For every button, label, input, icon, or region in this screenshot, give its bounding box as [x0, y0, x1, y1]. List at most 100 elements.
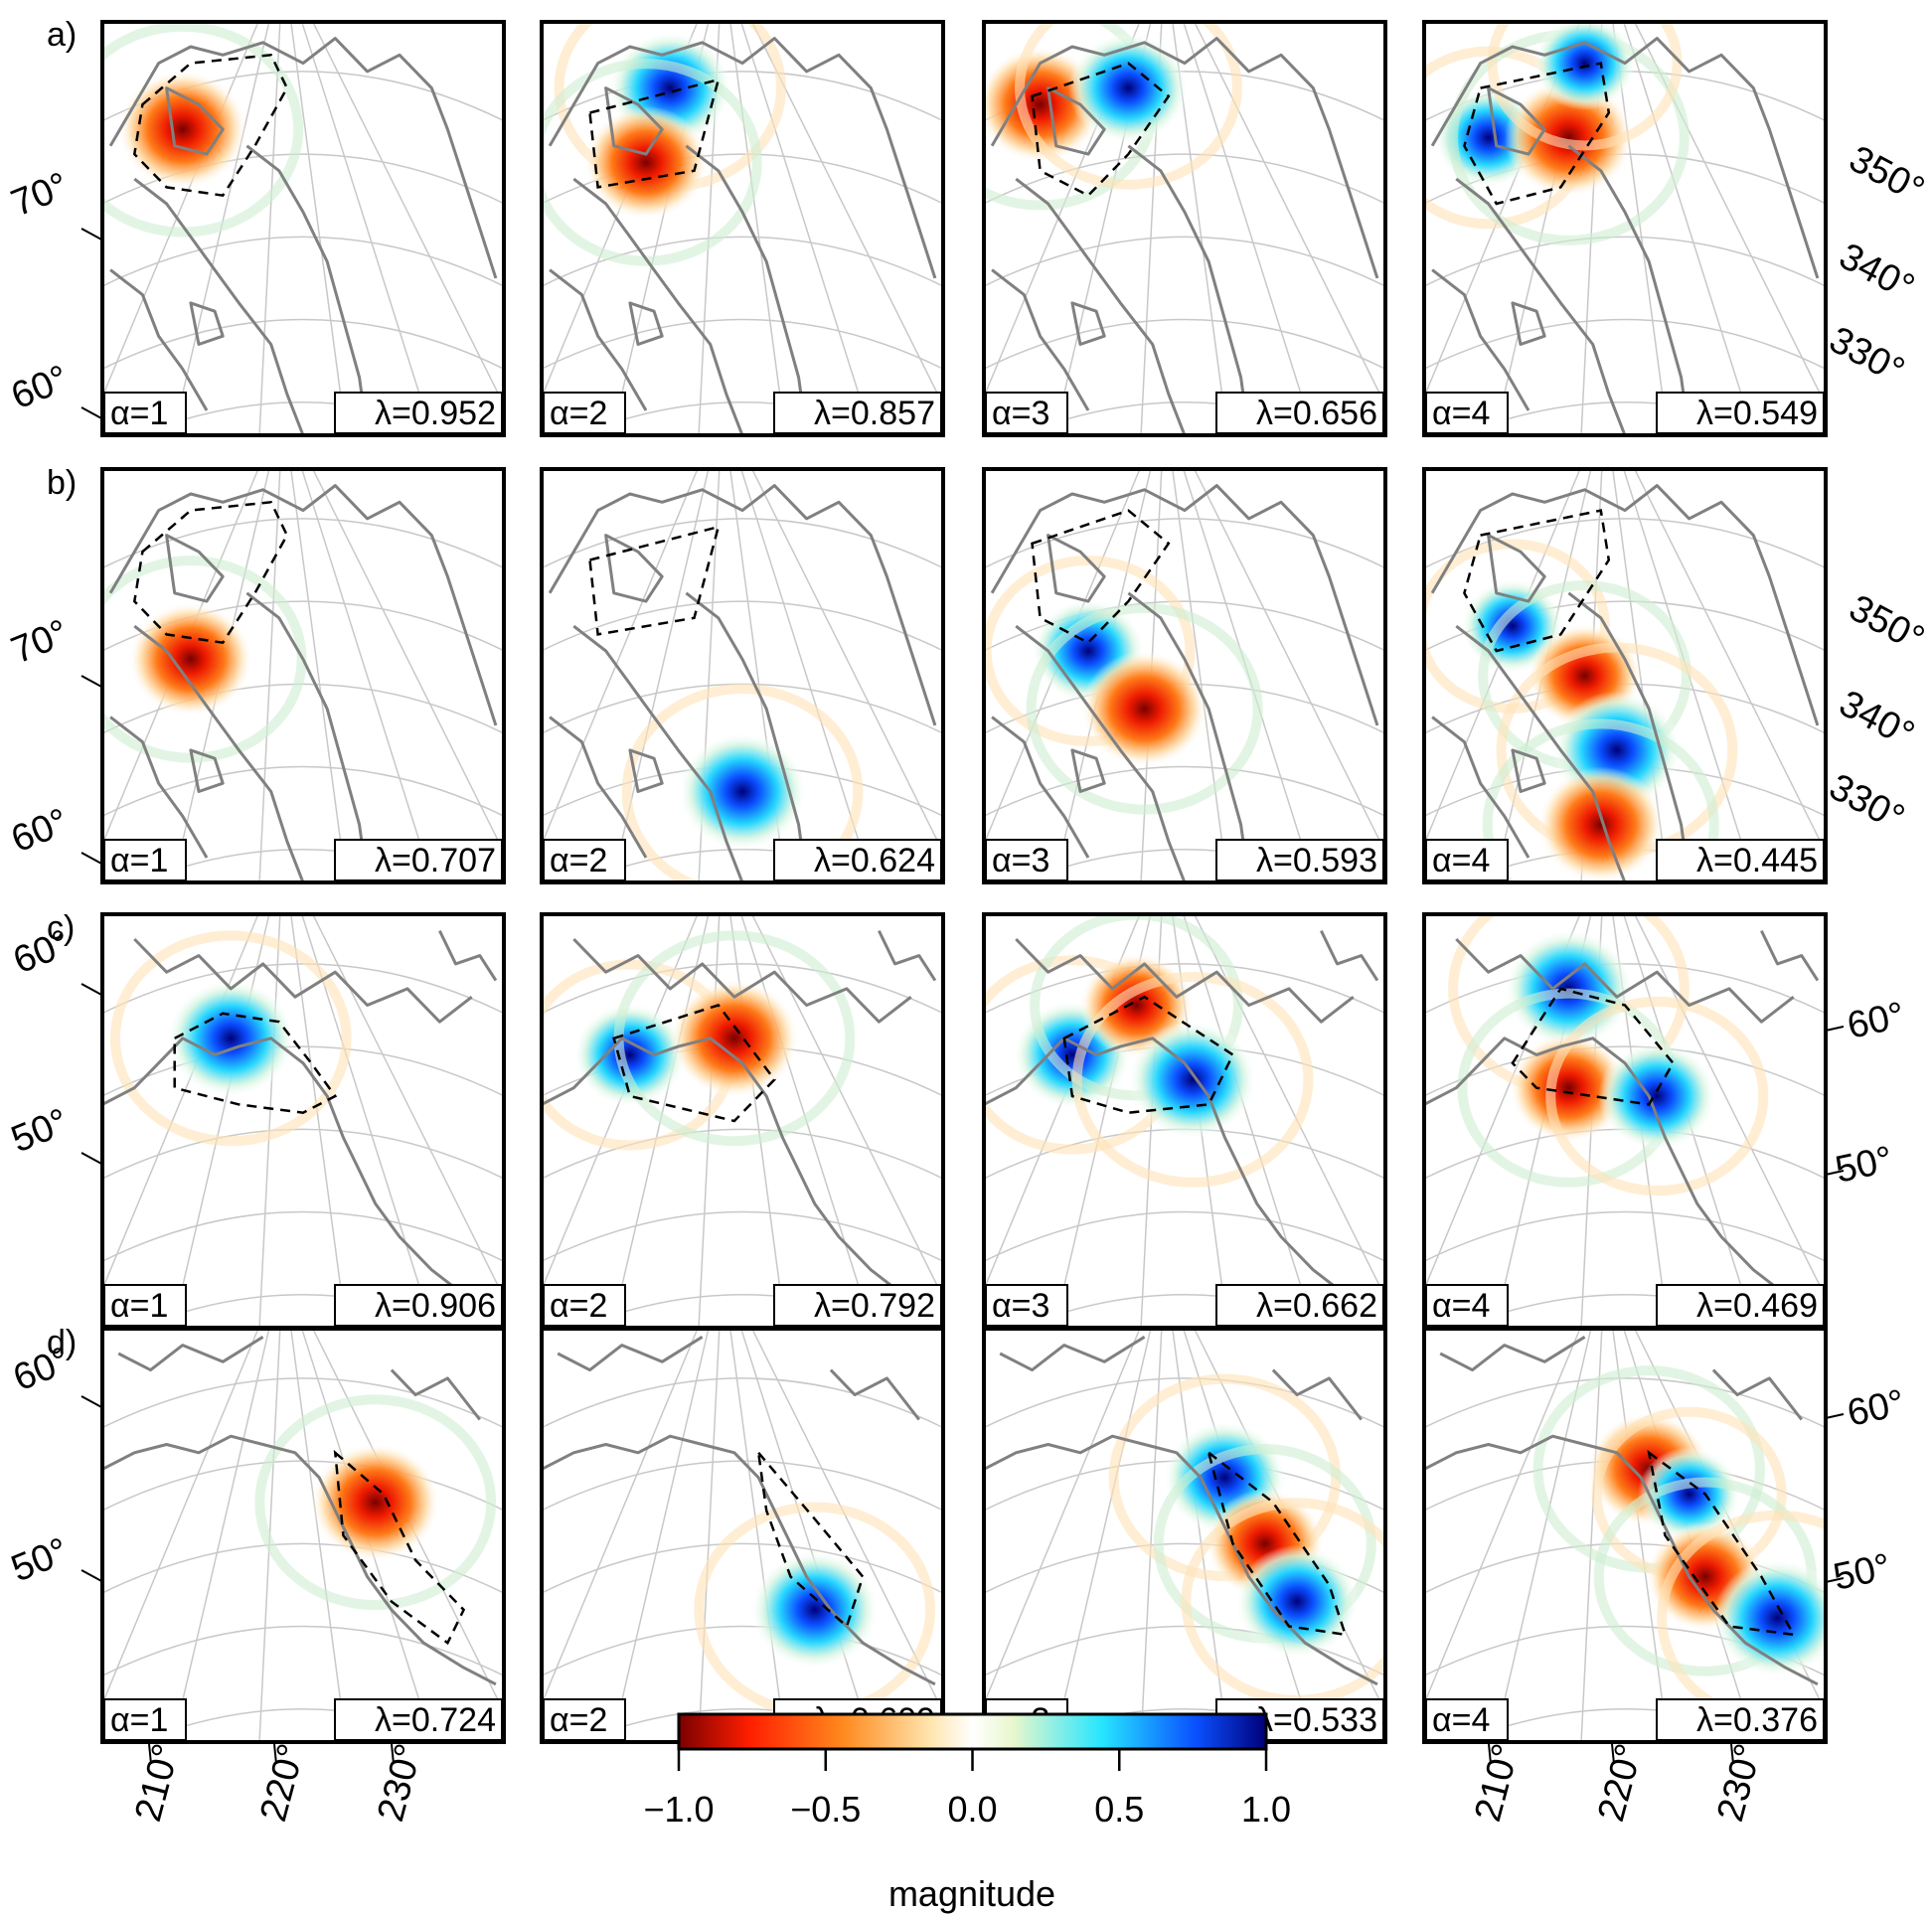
panel-frame — [982, 20, 1387, 437]
lambda-value: λ=0.662 — [1256, 1287, 1377, 1325]
axis-tick — [1825, 1577, 1845, 1583]
anomaly-ring — [1487, 22, 1683, 151]
lambda-value: λ=0.707 — [375, 842, 496, 879]
coastline — [548, 484, 937, 882]
positive-anomaly — [750, 1550, 880, 1670]
lambda-value: λ=0.469 — [1696, 1287, 1818, 1325]
alpha-label: α=2 — [543, 1284, 626, 1327]
lambda-value: λ=0.533 — [1256, 1701, 1377, 1739]
longitude-label: 220° — [252, 1740, 313, 1827]
alpha-value: α=3 — [992, 1287, 1049, 1325]
colorbar-tick-label: 0.0 — [947, 1789, 997, 1830]
region-outline — [173, 1012, 338, 1114]
colorbar-tick-label: −1.0 — [643, 1789, 714, 1830]
alpha-label: α=2 — [543, 839, 626, 881]
lambda-label: λ=0.857 — [773, 392, 942, 434]
positive-anomaly — [1637, 1446, 1741, 1541]
negative-anomaly — [583, 105, 709, 220]
row-label: d) — [47, 1324, 77, 1361]
anomaly-field — [542, 22, 786, 266]
panel-frame — [1422, 1327, 1828, 1744]
longitude-label: 350° — [1843, 138, 1931, 212]
map-background — [102, 1329, 504, 1742]
lambda-label: λ=0.952 — [334, 392, 503, 434]
colorbar-tick-label: −0.5 — [790, 1789, 861, 1830]
positive-anomaly — [1067, 32, 1190, 144]
lambda-label: λ=0.792 — [773, 1284, 942, 1327]
coastline — [108, 484, 498, 882]
lambda-value: λ=0.593 — [1256, 842, 1377, 879]
colorbar: −1.0 −0.5 0.0 0.5 1.0 magnitude — [643, 1712, 1291, 1914]
lambda-value: λ=0.549 — [1696, 395, 1818, 432]
panel-frame — [100, 467, 506, 884]
map-panel: α=4 λ=0.549 — [1422, 20, 1828, 437]
alpha-label: α=1 — [103, 1284, 187, 1327]
map-panel: α=4 λ=0.469 — [1422, 912, 1828, 1330]
longitude-label: 350° — [1843, 587, 1931, 661]
lambda-value: λ=0.857 — [814, 395, 935, 432]
alpha-value: α=3 — [992, 395, 1049, 432]
lambda-label: λ=0.906 — [334, 1284, 503, 1327]
alpha-label: α=3 — [985, 1284, 1068, 1327]
anomaly-field — [102, 22, 304, 238]
alpha-value: α=4 — [1432, 1701, 1490, 1739]
lambda-label: λ=0.593 — [1215, 839, 1384, 881]
region-outline — [1463, 509, 1611, 653]
alpha-value: α=4 — [1432, 1287, 1490, 1325]
axis-tick — [273, 1743, 277, 1765]
region-outline — [1463, 62, 1611, 206]
lambda-label: λ=0.624 — [773, 839, 942, 881]
anomaly-ring — [1545, 996, 1769, 1196]
region-outline — [132, 500, 289, 645]
region-outline — [1207, 1449, 1348, 1637]
negative-anomaly — [1509, 1034, 1628, 1143]
alpha-value: α=1 — [110, 1287, 168, 1325]
map-background — [542, 22, 943, 435]
anomaly-field — [984, 22, 1242, 211]
region-outline — [756, 1448, 865, 1629]
lambda-value: λ=0.724 — [375, 1701, 496, 1739]
axis-tick — [1730, 1743, 1734, 1765]
coastline — [990, 37, 1379, 435]
axis-tick — [80, 1569, 104, 1583]
panel-frame — [1422, 467, 1828, 884]
anomaly-ring — [1071, 971, 1314, 1188]
map-panel: α=2 λ=0.792 — [540, 912, 945, 1330]
panel-frame — [1422, 20, 1828, 437]
anomaly-ring — [1026, 602, 1263, 815]
row-label: c) — [47, 909, 75, 947]
coastline — [102, 1336, 497, 1686]
alpha-label: α=1 — [103, 1698, 187, 1741]
alpha-label: α=2 — [543, 1698, 626, 1741]
longitude-label: 210° — [127, 1740, 188, 1827]
axis-tick — [80, 1395, 104, 1409]
longitude-label: 330° — [1823, 766, 1911, 840]
region-outline — [132, 53, 289, 198]
alpha-label: α=4 — [1425, 1698, 1509, 1741]
region-outline — [1647, 1449, 1796, 1637]
alpha-value: α=1 — [110, 395, 168, 432]
region-outline — [1031, 509, 1171, 645]
anomaly-ring — [1015, 22, 1242, 190]
latitude-label: 60° — [1844, 1382, 1908, 1435]
anomaly-ring — [621, 684, 864, 882]
map-panel: α=3 λ=0.593 — [982, 467, 1387, 884]
coastline — [542, 929, 937, 1313]
alpha-label: α=4 — [1425, 839, 1509, 881]
panel-frame — [100, 20, 506, 437]
colorbar-tick-label: 0.5 — [1094, 1789, 1144, 1830]
anomaly-field — [621, 684, 864, 882]
anomaly-ring — [254, 1394, 497, 1611]
lambda-value: λ=0.376 — [1696, 1701, 1818, 1739]
positive-anomaly — [572, 1003, 687, 1107]
alpha-label: α=2 — [543, 392, 626, 434]
longitude-label: 340° — [1833, 236, 1921, 309]
alpha-label: α=3 — [985, 392, 1068, 434]
map-panel: α=1 λ=0.707 — [100, 467, 506, 884]
region-outline — [1511, 987, 1676, 1106]
negative-anomaly — [1537, 766, 1665, 882]
coastline — [548, 37, 937, 435]
anomaly-ring — [109, 930, 352, 1147]
alpha-value: α=1 — [110, 842, 168, 879]
map-panel: α=2 λ=0.624 — [540, 467, 945, 884]
